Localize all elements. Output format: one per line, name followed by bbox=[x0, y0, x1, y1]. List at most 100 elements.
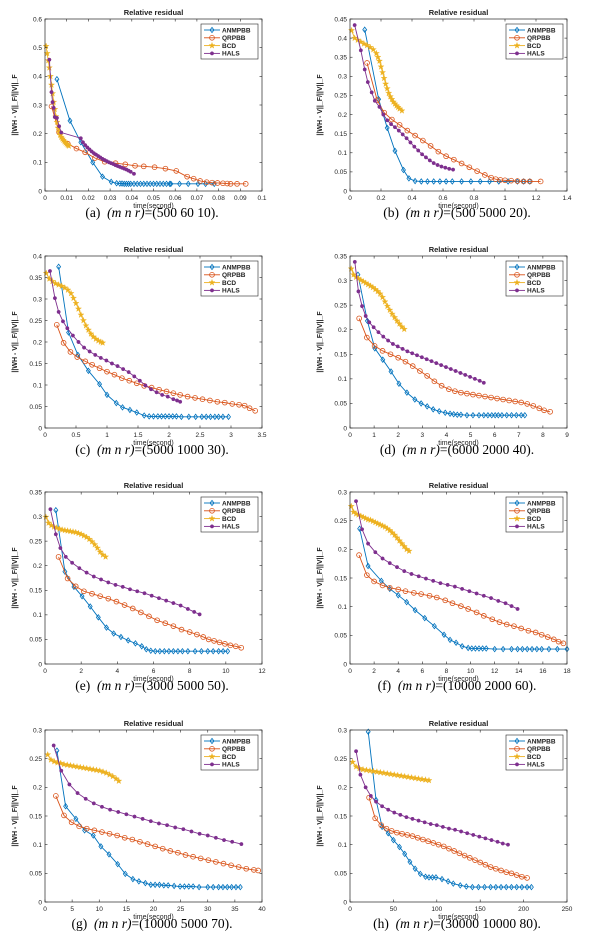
data-point bbox=[453, 639, 459, 647]
data-point bbox=[431, 622, 437, 630]
data-point bbox=[518, 625, 524, 632]
caption-variables: (m n r) bbox=[397, 678, 436, 693]
series-bcd bbox=[42, 269, 107, 346]
data-point bbox=[386, 584, 393, 591]
data-point bbox=[132, 814, 137, 819]
chart-caption: (g) (m n r)=(10000 5000 70). bbox=[0, 916, 304, 932]
y-tick-label: 0.2 bbox=[338, 785, 347, 792]
data-point bbox=[481, 411, 487, 419]
data-point bbox=[59, 768, 64, 773]
data-point bbox=[458, 411, 464, 418]
data-point bbox=[483, 645, 489, 652]
y-tick-label: 0.4 bbox=[338, 35, 347, 42]
data-point bbox=[93, 544, 101, 551]
data-point bbox=[135, 589, 140, 594]
y-axis-label: ||WH - V||_F/||V||_F bbox=[12, 311, 19, 373]
data-point bbox=[428, 822, 433, 826]
data-point bbox=[408, 773, 416, 781]
data-point bbox=[451, 167, 456, 172]
data-point bbox=[495, 411, 501, 419]
data-point bbox=[374, 287, 382, 295]
data-point bbox=[518, 399, 524, 406]
series-hals bbox=[48, 269, 183, 404]
data-point bbox=[362, 67, 367, 72]
data-point bbox=[503, 883, 509, 891]
y-tick-label: 0.3 bbox=[33, 296, 42, 303]
data-point bbox=[442, 409, 448, 417]
data-point bbox=[483, 836, 488, 841]
data-point bbox=[55, 554, 62, 560]
data-point bbox=[529, 645, 535, 653]
data-point bbox=[222, 399, 228, 406]
data-point bbox=[377, 104, 382, 109]
data-point bbox=[205, 857, 212, 863]
data-point bbox=[76, 340, 81, 344]
y-tick-label: 0.3 bbox=[338, 278, 347, 285]
x-tick-label: 8 bbox=[445, 668, 449, 675]
data-point bbox=[482, 883, 487, 891]
data-point bbox=[547, 408, 553, 415]
data-point bbox=[74, 354, 81, 360]
data-point bbox=[129, 836, 136, 843]
data-point bbox=[457, 882, 463, 889]
data-point bbox=[536, 405, 543, 412]
data-point bbox=[443, 153, 449, 160]
data-point bbox=[178, 603, 183, 608]
data-point bbox=[439, 875, 445, 883]
data-point bbox=[500, 396, 506, 403]
y-tick-label: 0.1 bbox=[33, 382, 42, 389]
caption-values: =(500 60 10). bbox=[144, 205, 219, 220]
data-point bbox=[514, 34, 520, 41]
data-point bbox=[72, 299, 80, 307]
x-tick-label: 18 bbox=[563, 668, 571, 675]
x-tick-label: 1 bbox=[503, 195, 507, 202]
data-point bbox=[538, 631, 545, 638]
data-point bbox=[446, 386, 452, 392]
x-tick-label: 0.1 bbox=[257, 195, 266, 202]
x-tick-label: 4 bbox=[116, 668, 120, 675]
data-point bbox=[439, 363, 444, 368]
series-hals bbox=[354, 499, 520, 611]
data-point bbox=[398, 107, 406, 114]
data-point bbox=[453, 369, 458, 373]
data-point bbox=[511, 623, 517, 629]
chart-caption: (d) (m n r)=(6000 2000 40). bbox=[305, 442, 609, 458]
data-point bbox=[418, 591, 424, 597]
data-point bbox=[115, 364, 120, 369]
data-point bbox=[435, 148, 442, 155]
data-point bbox=[165, 882, 171, 889]
data-point bbox=[213, 859, 219, 865]
data-point bbox=[464, 411, 470, 419]
data-point bbox=[360, 527, 365, 532]
data-point bbox=[184, 173, 190, 180]
legend-label: HALS bbox=[527, 762, 545, 769]
series-qrpbb bbox=[53, 793, 262, 874]
data-point bbox=[503, 601, 508, 606]
data-point bbox=[115, 777, 123, 784]
data-point bbox=[495, 839, 500, 844]
data-point bbox=[461, 852, 468, 859]
legend-item-anmpbb: ANMPBB bbox=[204, 737, 251, 745]
series-qrpbb bbox=[356, 552, 567, 647]
data-point bbox=[420, 152, 425, 157]
data-point bbox=[433, 874, 439, 881]
legend-label: BCD bbox=[527, 516, 541, 523]
chart-panel-c: 0 0.5 1 1.5 2 2.5 3 3.5 0 0.05 0.1 0.15 0.2 0.25 0.3 0.… bbox=[0, 237, 304, 473]
data-point bbox=[544, 634, 551, 640]
data-point bbox=[504, 411, 510, 419]
data-point bbox=[164, 180, 169, 188]
legend-label: ANMPBB bbox=[222, 738, 251, 745]
legend-item-bcd: BCD bbox=[509, 41, 541, 50]
data-point bbox=[492, 411, 498, 419]
data-point bbox=[369, 45, 377, 53]
data-point bbox=[210, 524, 214, 529]
data-point bbox=[451, 156, 457, 163]
data-point bbox=[235, 864, 242, 870]
data-point bbox=[381, 298, 389, 305]
data-point bbox=[409, 833, 416, 839]
data-point bbox=[140, 163, 147, 170]
data-point bbox=[476, 883, 481, 891]
data-point bbox=[404, 136, 409, 141]
legend-label: QRPBB bbox=[222, 508, 246, 515]
caption-values: =(10000 2000 60). bbox=[435, 678, 537, 693]
